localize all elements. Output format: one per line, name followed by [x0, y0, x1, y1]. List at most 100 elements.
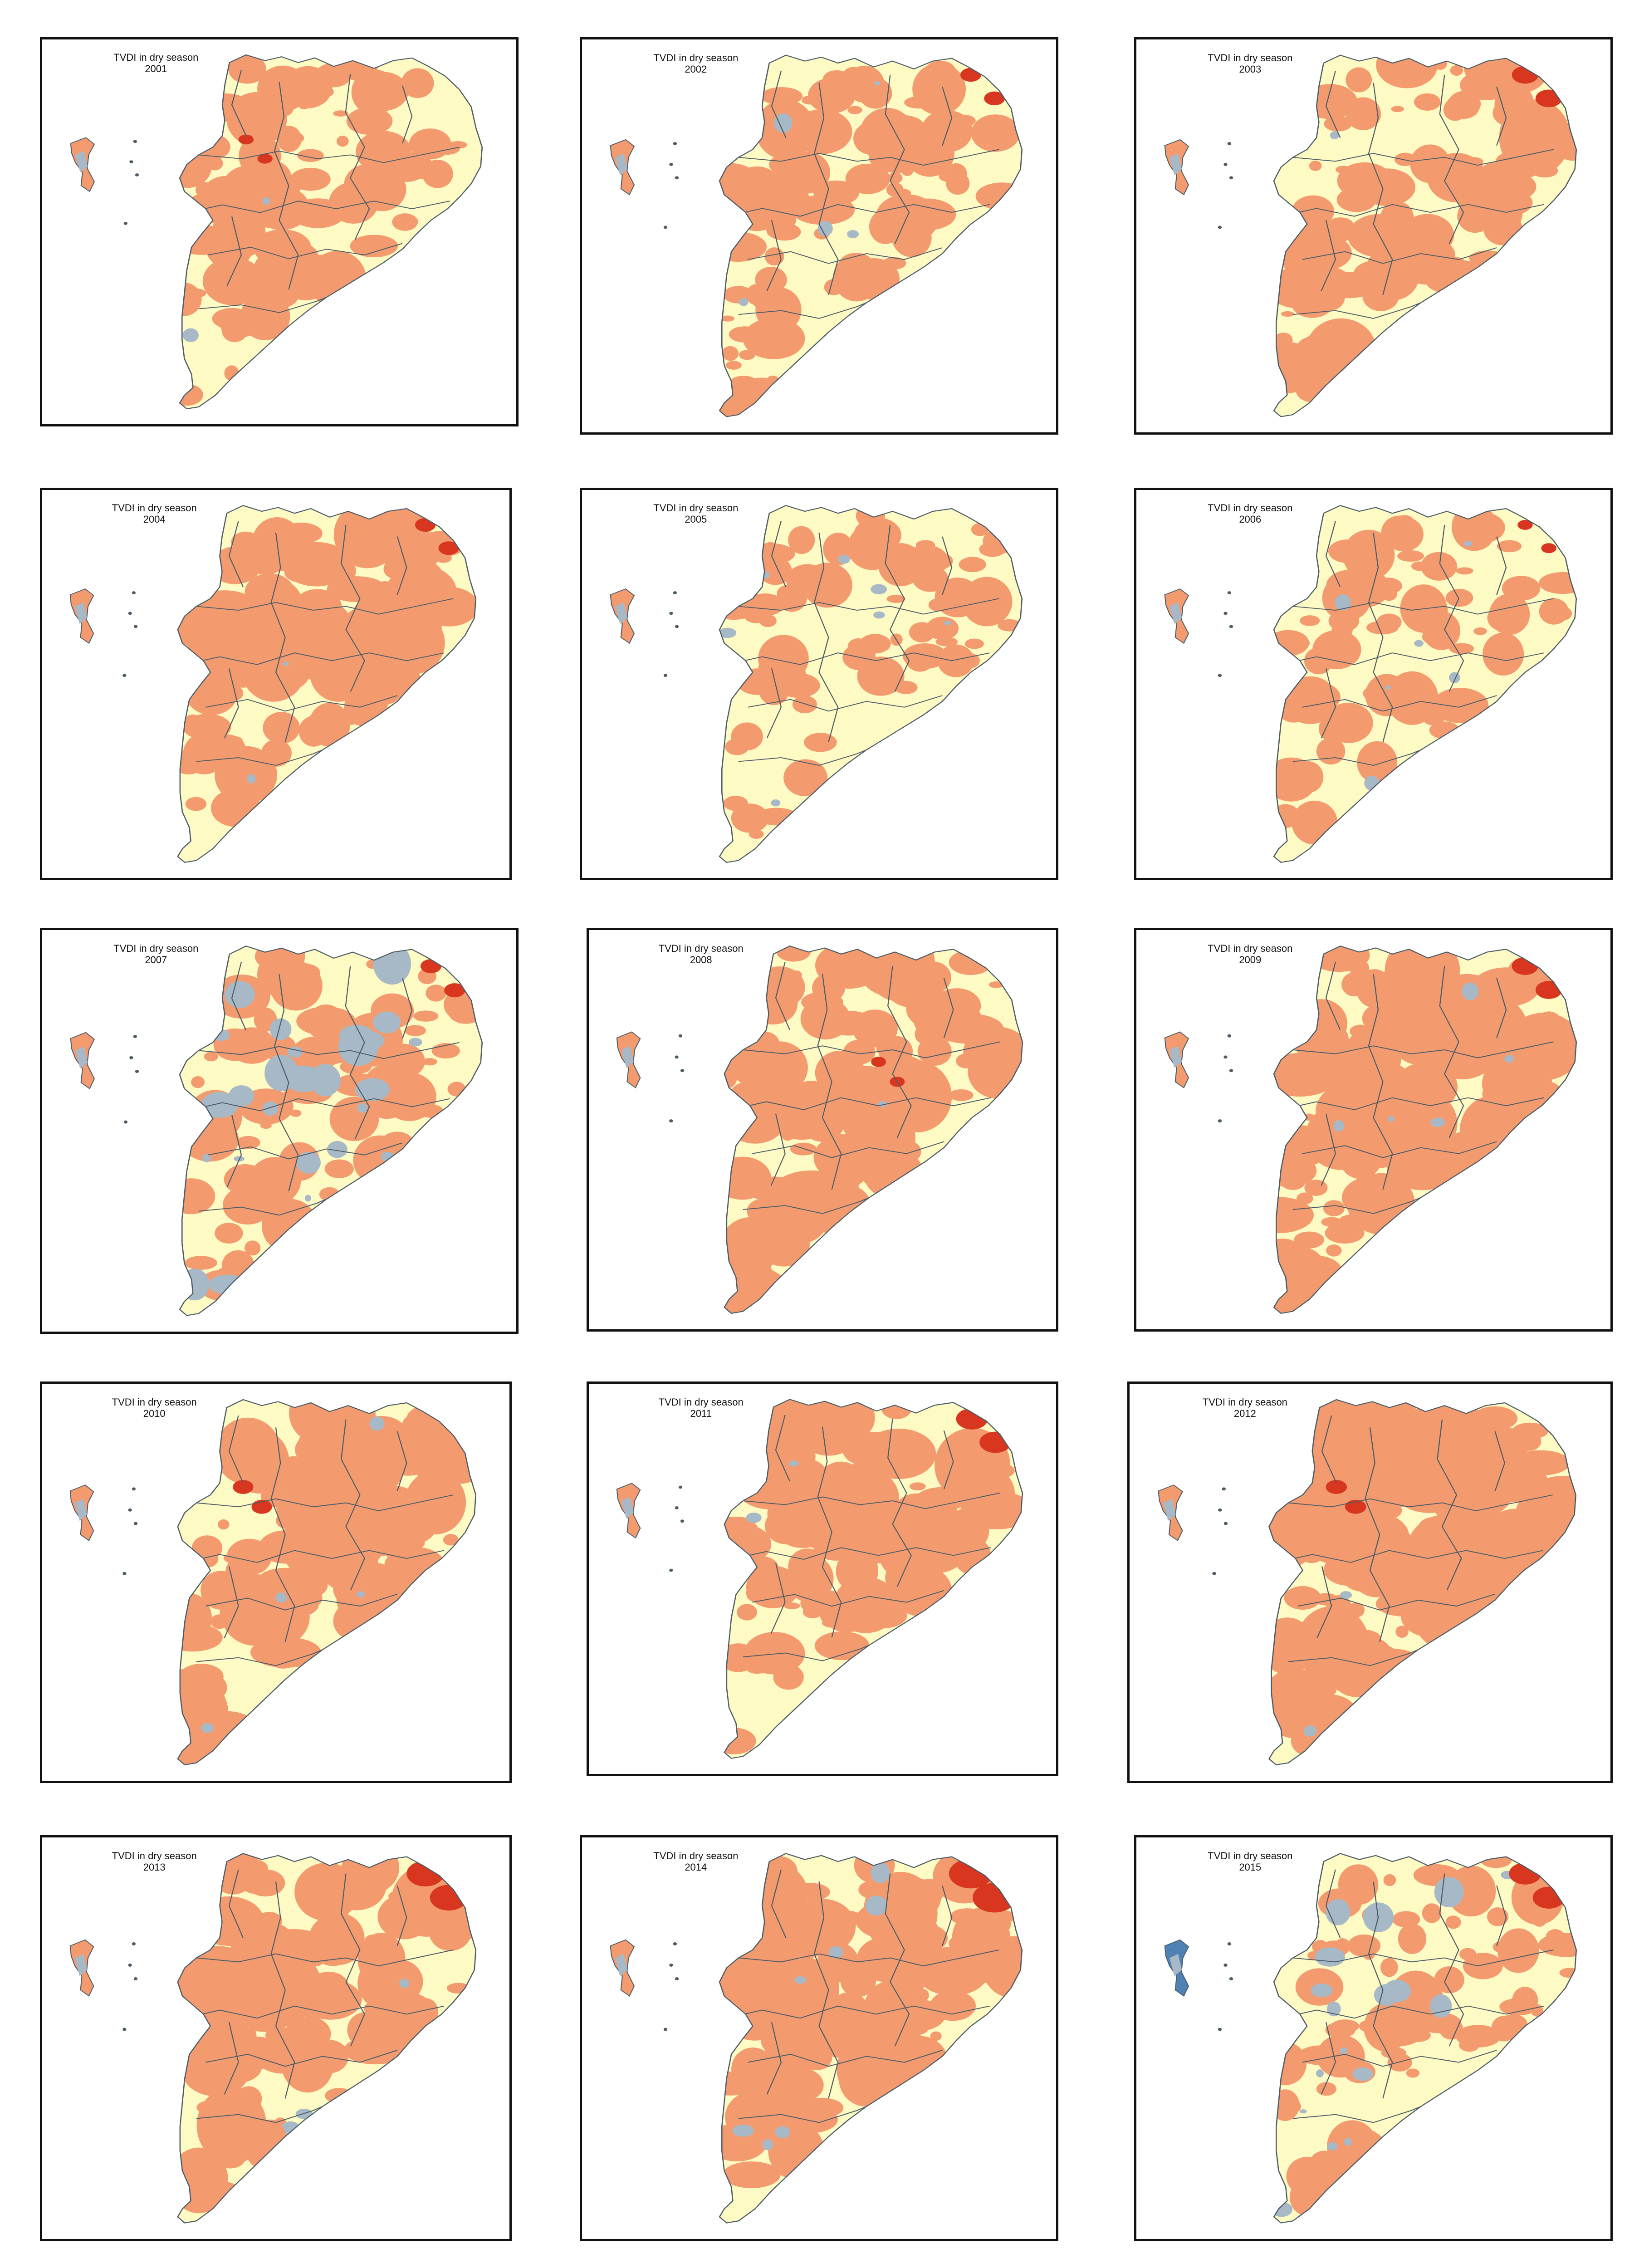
wet-patch: [1300, 2109, 1307, 2114]
islet-marker: [133, 1034, 137, 1038]
severe-drought-patch: [406, 1861, 444, 1886]
moderate-drought-patch: [1370, 552, 1391, 568]
moderate-drought-patch: [1342, 529, 1395, 580]
province-boundary: [1496, 978, 1507, 1038]
islet-marker: [669, 612, 673, 615]
map-panel-2003: TVDI in dry season 2003: [1134, 37, 1613, 435]
province-boundary: [1494, 1431, 1506, 1491]
province-boundary: [1302, 247, 1497, 264]
moderate-drought-patch: [1316, 2034, 1365, 2078]
moderate-drought-patch: [236, 1136, 260, 1149]
wet-patch: [1414, 640, 1424, 647]
moderate-drought-patch: [1331, 622, 1353, 638]
moderate-drought-patch: [218, 1519, 230, 1530]
moderate-drought-patch: [180, 384, 203, 406]
province-boundary: [1292, 149, 1554, 166]
moderate-drought-patch: [182, 2047, 250, 2097]
province-boundary: [274, 82, 299, 290]
province-boundary: [1368, 1881, 1393, 2099]
moderate-drought-patch: [840, 1073, 884, 1115]
province-boundary: [771, 1869, 787, 1938]
wet-patch: [275, 1592, 287, 1603]
islet-marker: [1218, 1119, 1222, 1123]
islet-marker: [669, 1568, 673, 1572]
moderate-drought-patch: [881, 1399, 913, 1420]
province-boundary: [186, 1098, 450, 1112]
moderate-drought-patch: [373, 581, 397, 601]
province-boundary: [1496, 86, 1507, 146]
islet-marker: [135, 1069, 139, 1073]
moderate-drought-patch: [401, 1567, 429, 1588]
wet-patch: [262, 197, 270, 205]
moderate-drought-patch: [1274, 2042, 1307, 2086]
map-panel-2012: TVDI in dry season 2012: [1127, 1381, 1613, 1783]
moderate-drought-patch: [769, 2067, 824, 2104]
map-panel-2004: TVDI in dry season 2004: [40, 488, 512, 880]
moderate-drought-patch: [1304, 647, 1333, 675]
moderate-drought-patch: [930, 2031, 942, 2041]
province-boundary: [738, 149, 999, 166]
moderate-drought-patch: [290, 167, 331, 191]
moderate-drought-patch: [1464, 157, 1483, 167]
moderate-drought-patch: [1402, 1559, 1422, 1570]
moderate-drought-patch: [263, 712, 300, 744]
island-wet-area: [1169, 1954, 1182, 1976]
wet-patch: [202, 1154, 211, 1162]
wet-patch: [182, 328, 199, 343]
province-boundary: [1325, 71, 1341, 138]
wet-patch: [180, 1269, 210, 1301]
province-boundary: [1281, 1097, 1544, 1111]
island-wet-area: [1169, 1046, 1182, 1068]
province-boundary: [885, 74, 910, 244]
wet-patch: [746, 1512, 762, 1523]
province-boundary: [1321, 1415, 1337, 1484]
province-boundary: [731, 1547, 991, 1560]
province-boundary: [1302, 2050, 1497, 2067]
delta-outline: [719, 505, 1023, 863]
islet-marker: [669, 1963, 673, 1967]
map-panel-2007: TVDI in dry season 2007: [40, 928, 519, 1334]
wet-patch: [357, 1103, 368, 1113]
moderate-drought-patch: [758, 1223, 810, 1267]
moderate-drought-patch: [803, 125, 831, 142]
moderate-drought-patch: [298, 98, 310, 110]
province-boundary: [206, 1593, 398, 1611]
moderate-drought-patch: [1445, 1915, 1461, 1929]
moderate-drought-patch: [746, 1583, 764, 1602]
province-boundary: [1325, 962, 1341, 1030]
province-boundary: [885, 1873, 910, 2047]
map-panel-2006: TVDI in dry season 2006: [1134, 488, 1613, 880]
severe-drought-patch: [979, 1431, 1012, 1453]
moderate-drought-patch: [857, 946, 921, 996]
province-boundary: [224, 1566, 239, 1638]
islet-marker: [1218, 1508, 1222, 1512]
islet-marker: [673, 591, 677, 594]
moderate-drought-patch: [790, 970, 802, 980]
wet-patch: [1333, 1120, 1345, 1132]
tvdi-patches: [1274, 505, 1576, 845]
moderate-drought-patch: [199, 93, 252, 122]
moderate-drought-patch: [1455, 1420, 1510, 1470]
severe-drought-patch: [1535, 981, 1562, 999]
moderate-drought-patch: [745, 2050, 778, 2075]
moderate-drought-patch: [1326, 569, 1377, 601]
moderate-drought-patch: [346, 107, 393, 135]
moderate-drought-patch: [254, 946, 277, 967]
moderate-drought-patch: [1483, 632, 1524, 676]
moderate-drought-patch: [409, 128, 451, 160]
moderate-drought-patch: [719, 2072, 759, 2096]
moderate-drought-patch: [737, 1960, 798, 1998]
moderate-drought-patch: [772, 1399, 842, 1422]
moderate-drought-patch: [1502, 576, 1541, 601]
wet-patch: [775, 2126, 790, 2138]
wet-patch: [1330, 131, 1339, 140]
province-boundary: [1297, 1593, 1496, 1611]
moderate-drought-patch: [255, 2040, 312, 2074]
moderate-drought-patch: [224, 685, 244, 701]
severe-drought-patch: [960, 68, 981, 82]
province-boundary: [887, 966, 912, 1138]
islet-marker: [1227, 1942, 1231, 1946]
islet-marker: [675, 1055, 679, 1059]
moderate-drought-patch: [289, 1040, 345, 1068]
moderate-drought-patch: [185, 1256, 217, 1270]
